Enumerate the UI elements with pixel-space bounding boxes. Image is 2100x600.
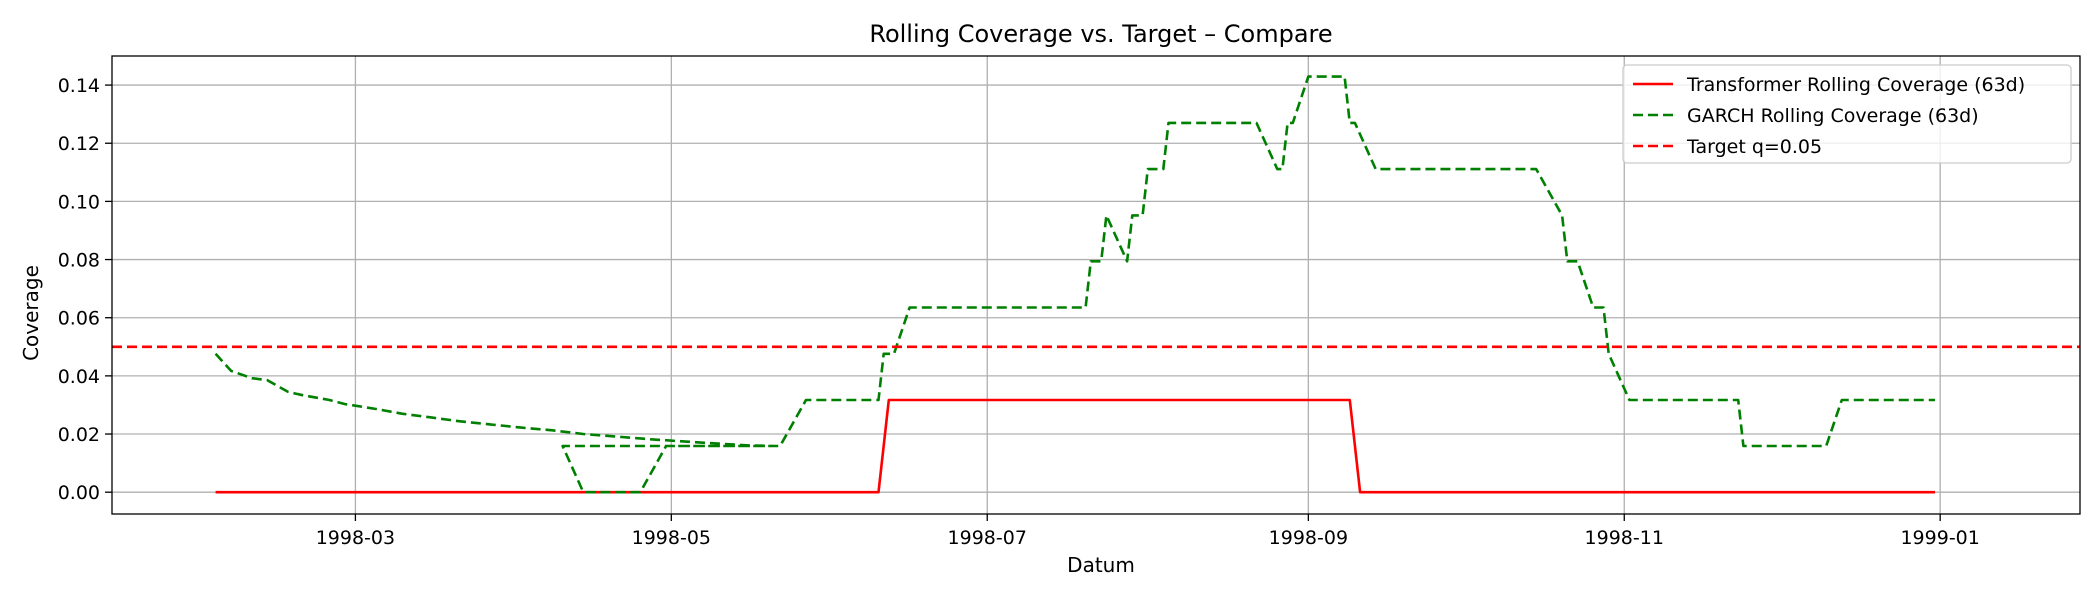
x-tick-label: 1998-09 bbox=[1269, 527, 1348, 549]
legend: Transformer Rolling Coverage (63d) GARCH … bbox=[1622, 64, 2072, 164]
legend-label: Transformer Rolling Coverage (63d) bbox=[1686, 74, 2025, 96]
x-tick-label: 1998-07 bbox=[948, 527, 1027, 549]
legend-label: GARCH Rolling Coverage (63d) bbox=[1687, 105, 1979, 127]
ticks: 1998-03 1998-05 1998-07 1998-09 1998-11 1999-… bbox=[58, 75, 1980, 549]
y-tick-label: 0.04 bbox=[58, 366, 100, 388]
y-tick-label: 0.08 bbox=[58, 250, 100, 272]
x-tick-label: 1998-11 bbox=[1585, 527, 1664, 549]
y-tick-label: 0.06 bbox=[58, 308, 100, 330]
transformer-coverage-line bbox=[215, 398, 1935, 494]
x-tick-label: 1999-01 bbox=[1900, 527, 1979, 549]
legend-label: Target q=0.05 bbox=[1686, 136, 1822, 158]
y-tick-label: 0.02 bbox=[58, 424, 100, 446]
chart-title: Rolling Coverage vs. Target – Compare bbox=[869, 20, 1332, 48]
plot-lines bbox=[112, 75, 2080, 494]
y-tick-label: 0.10 bbox=[58, 191, 100, 213]
x-axis-label: Datum bbox=[1067, 553, 1135, 577]
y-tick-label: 0.14 bbox=[58, 75, 100, 97]
y-tick-label: 0.00 bbox=[58, 482, 100, 504]
x-tick-label: 1998-03 bbox=[316, 527, 395, 549]
legend-box bbox=[1622, 64, 2072, 164]
garch-coverage-line bbox=[214, 75, 1935, 494]
x-tick-label: 1998-05 bbox=[632, 527, 711, 549]
plot-frame bbox=[111, 55, 2081, 515]
y-axis-label: Coverage bbox=[19, 265, 43, 361]
y-tick-label: 0.12 bbox=[58, 133, 100, 155]
